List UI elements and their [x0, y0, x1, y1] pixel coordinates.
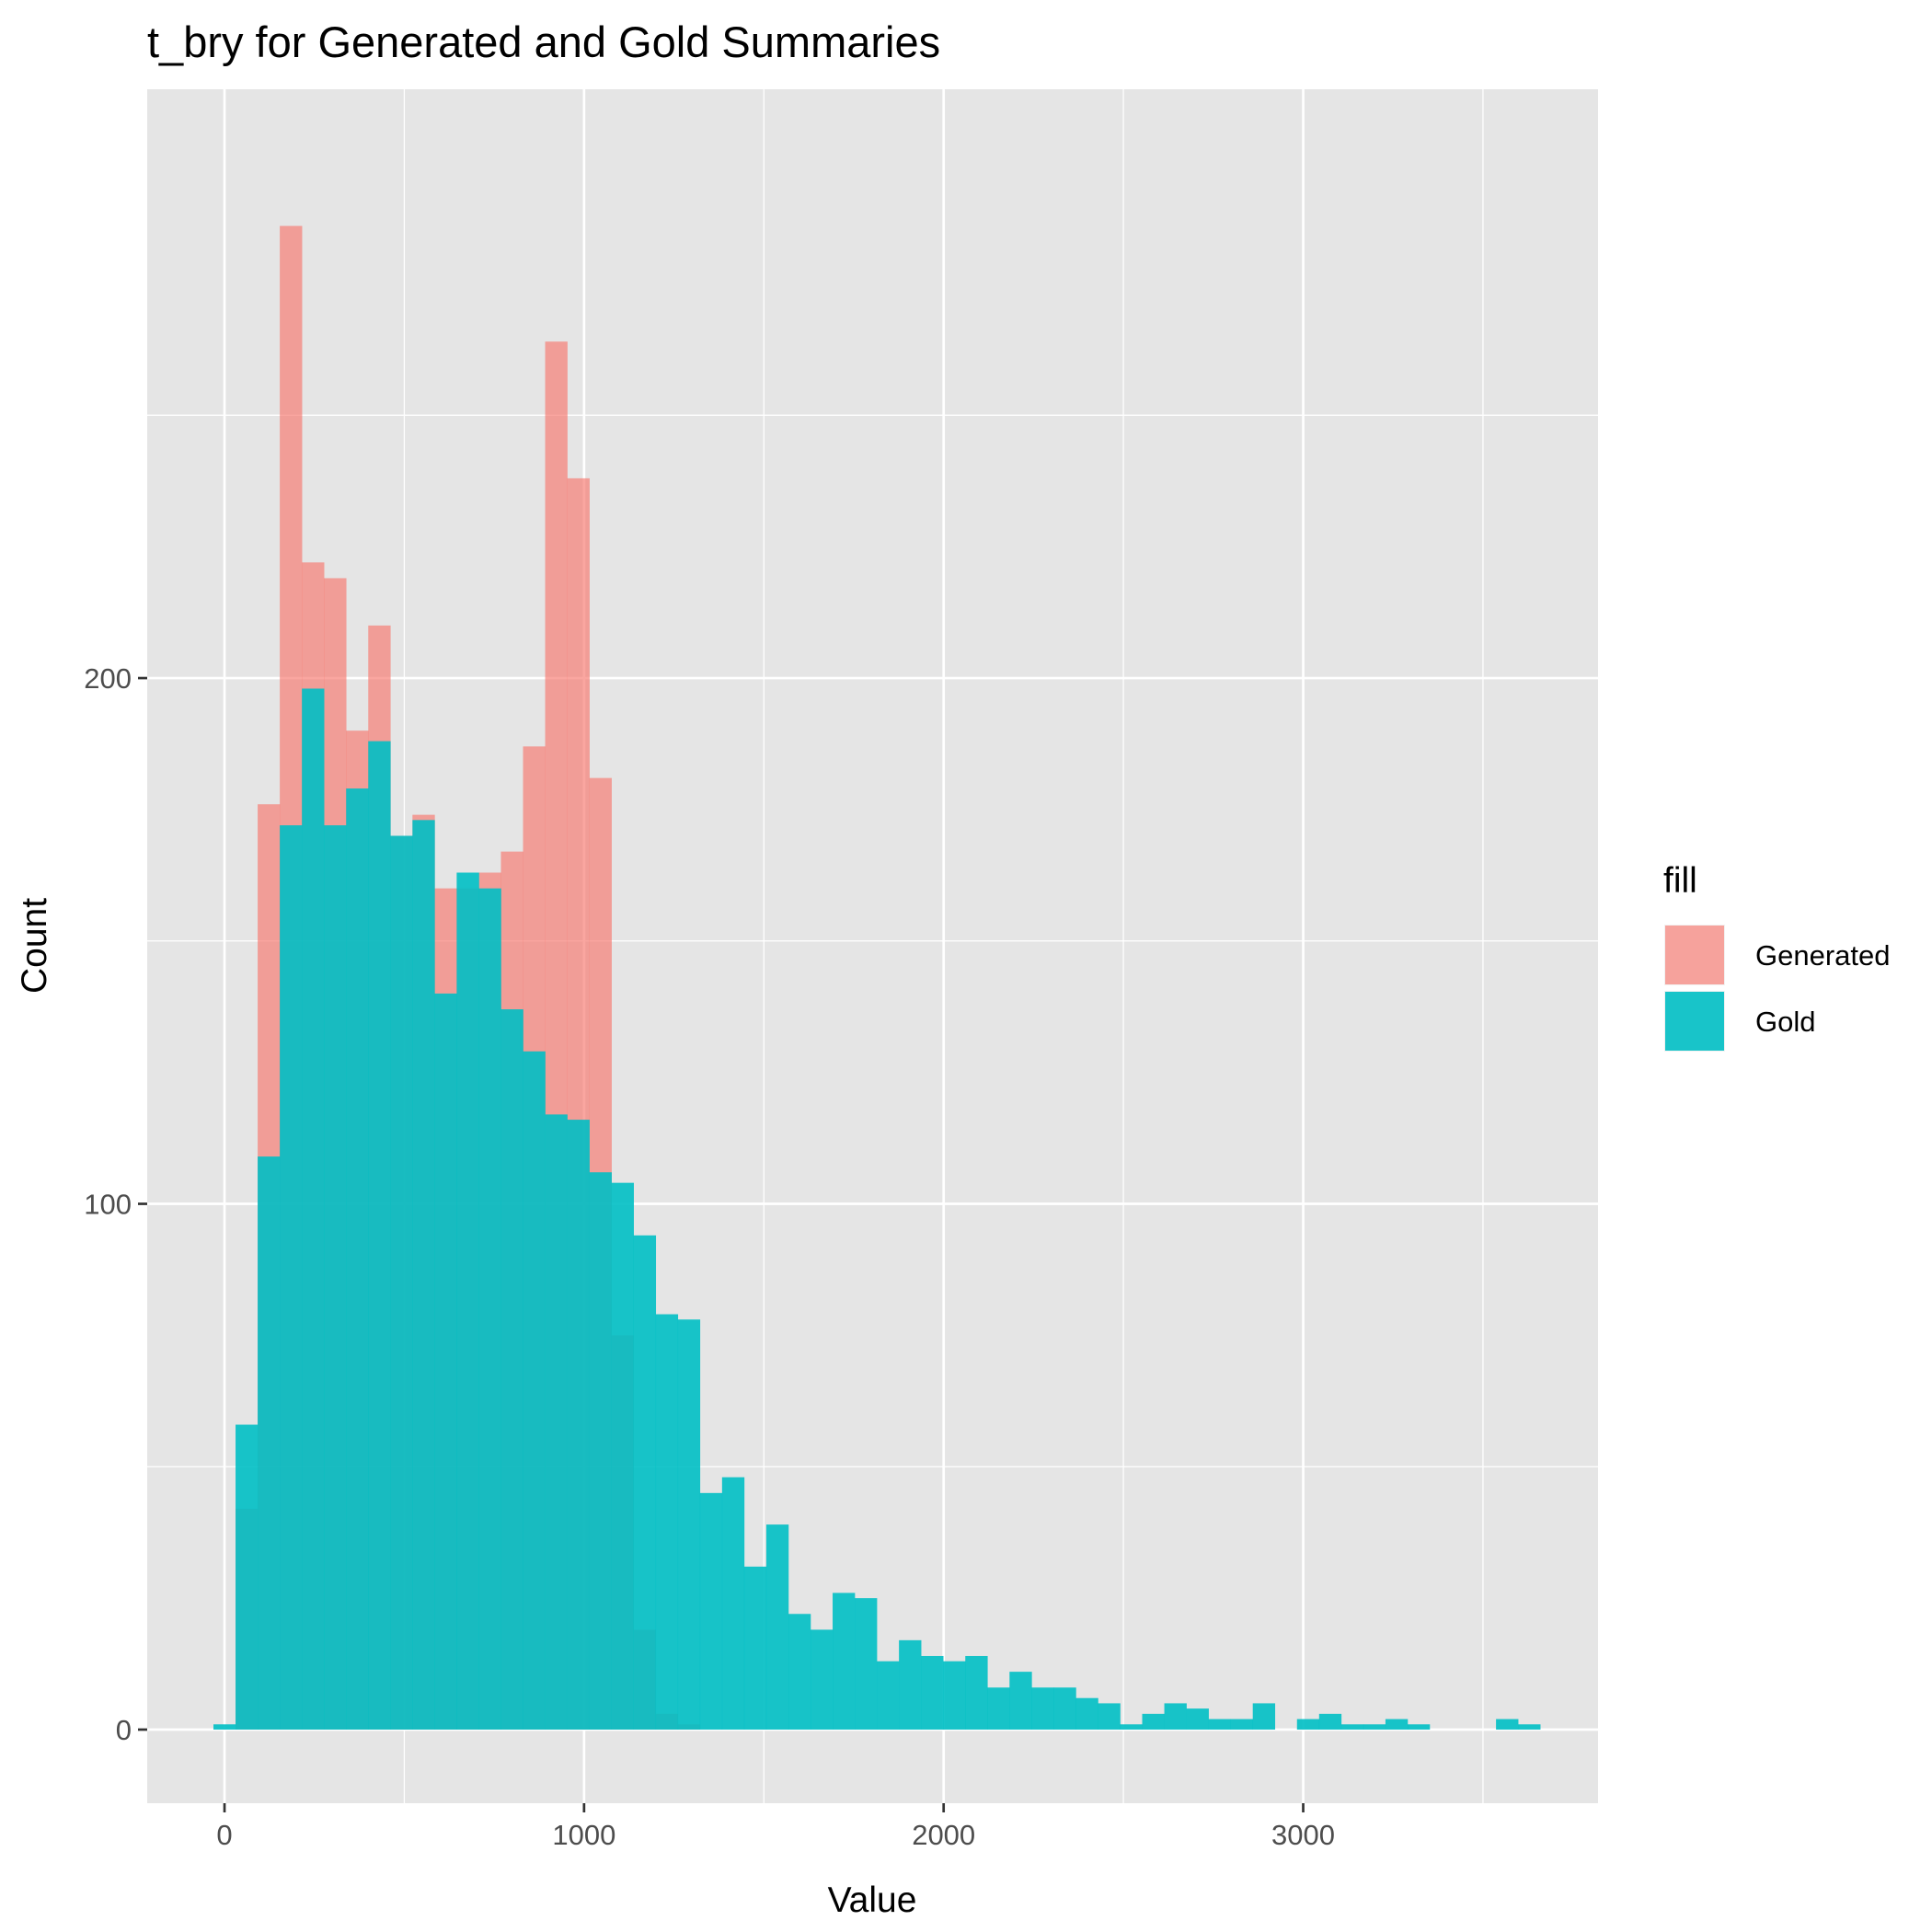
gold-bar	[302, 688, 325, 1730]
gold-bar	[346, 788, 369, 1730]
gold-bar	[1009, 1672, 1032, 1730]
gold-bars	[213, 688, 1541, 1730]
gold-bar	[213, 1724, 236, 1730]
x-tick-label: 0	[216, 1819, 232, 1851]
legend: fill Generated Gold	[1662, 861, 1891, 1053]
gold-bar	[1142, 1713, 1165, 1730]
gold-bar	[677, 1319, 701, 1730]
gold-bar	[1075, 1697, 1098, 1730]
legend-swatch-gold	[1665, 992, 1724, 1051]
gold-bar	[1496, 1719, 1519, 1730]
gold-bar	[833, 1593, 856, 1730]
y-tick-label: 0	[116, 1714, 132, 1746]
legend-swatch-generated	[1665, 926, 1724, 984]
gold-bar	[368, 741, 391, 1730]
minor-gridlines	[147, 89, 1598, 1803]
gold-bar	[545, 1114, 568, 1730]
gold-bar	[1230, 1719, 1254, 1730]
y-axis: 0 100 200	[84, 662, 147, 1746]
chart-title: t_bry for Generated and Gold Summaries	[147, 17, 940, 66]
gold-bar	[721, 1477, 745, 1730]
gold-bar	[1186, 1708, 1209, 1730]
gold-bar	[1407, 1724, 1431, 1730]
gold-bar	[765, 1524, 789, 1730]
gold-bar	[1053, 1687, 1076, 1730]
gold-bar	[434, 993, 457, 1730]
gold-bar	[1252, 1703, 1276, 1730]
gold-bar	[855, 1598, 878, 1730]
legend-title: fill	[1663, 861, 1697, 901]
gold-bar	[899, 1639, 922, 1730]
y-tick-label: 200	[84, 662, 132, 695]
y-tick-label: 100	[84, 1189, 132, 1221]
gold-bar	[280, 825, 303, 1730]
y-axis-title: Count	[15, 898, 54, 994]
gold-bar	[1318, 1713, 1342, 1730]
gold-bar	[236, 1424, 259, 1730]
gold-bar	[1518, 1724, 1541, 1730]
gold-bar	[987, 1687, 1010, 1730]
gold-bar	[810, 1629, 834, 1730]
x-tick-label: 2000	[912, 1819, 975, 1851]
gold-bar	[1385, 1719, 1409, 1730]
gold-bar	[523, 1051, 546, 1730]
gold-bar	[1363, 1724, 1386, 1730]
x-axis-title: Value	[828, 1880, 917, 1920]
gold-bar	[655, 1314, 679, 1730]
gold-bar	[456, 872, 479, 1730]
gold-bar	[921, 1655, 944, 1730]
gold-bar	[1098, 1703, 1121, 1730]
gold-bar	[500, 1009, 523, 1730]
gold-bar	[743, 1566, 767, 1730]
gold-bar	[1208, 1719, 1231, 1730]
gold-bar	[1164, 1703, 1187, 1730]
gold-bar	[1031, 1687, 1054, 1730]
gold-bar	[965, 1655, 988, 1730]
gold-bar	[567, 1120, 590, 1730]
gold-bar	[633, 1235, 657, 1730]
gold-bar	[943, 1661, 966, 1730]
x-tick-label: 3000	[1271, 1819, 1335, 1851]
gold-bar	[478, 888, 501, 1730]
gold-bar	[324, 825, 347, 1730]
x-tick-label: 1000	[552, 1819, 615, 1851]
gold-bar	[877, 1661, 900, 1730]
gold-bar	[611, 1182, 634, 1730]
x-axis: 0 1000 2000 3000	[216, 1803, 1335, 1851]
gold-bar	[412, 820, 435, 1730]
legend-label-generated: Generated	[1755, 939, 1891, 972]
gold-bar	[1340, 1724, 1364, 1730]
gold-bar	[1296, 1719, 1320, 1730]
gold-bar	[390, 835, 413, 1730]
gold-bar	[699, 1492, 723, 1730]
gold-bar	[1120, 1724, 1143, 1730]
gold-bar	[589, 1172, 612, 1730]
legend-label-gold: Gold	[1755, 1006, 1815, 1038]
gold-bar	[258, 1156, 281, 1730]
gold-bar	[788, 1614, 811, 1730]
